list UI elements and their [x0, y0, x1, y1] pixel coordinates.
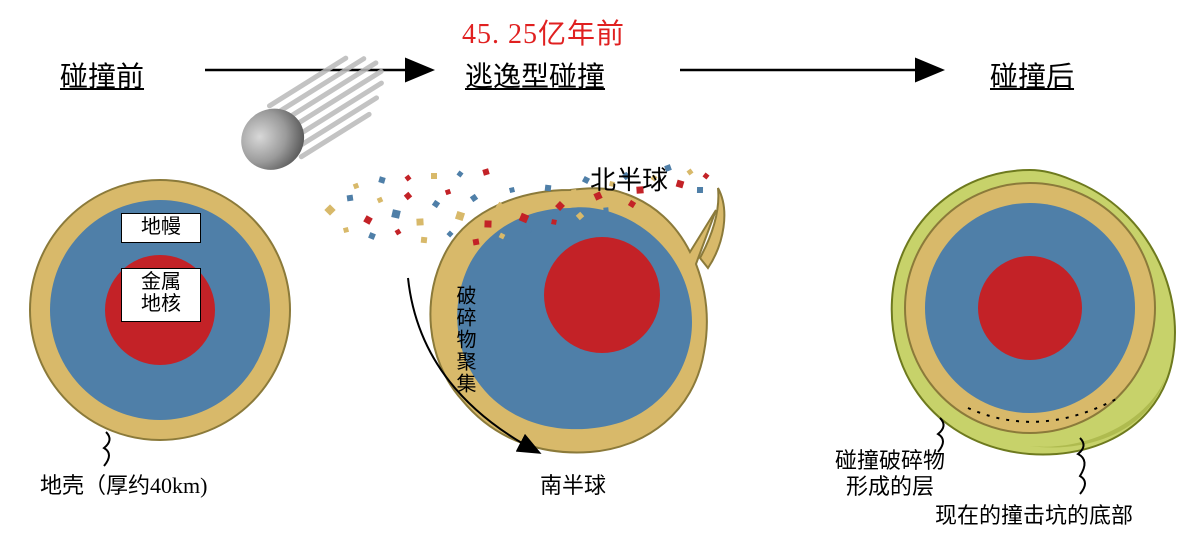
debris-layer-label: 碰撞破碎物 形成的层: [835, 448, 945, 500]
core-label-box: 金属地核: [121, 268, 201, 322]
core-label-text: 金属地核: [139, 271, 183, 315]
debris-layer-label-l2: 形成的层: [846, 474, 934, 499]
north-hemi-label: 北半球: [590, 160, 668, 197]
stage-before-label: 碰撞前: [60, 55, 144, 95]
title-age: 45. 25亿年前: [462, 12, 625, 52]
south-hemi-label: 南半球: [540, 468, 606, 500]
planet-after: [892, 170, 1175, 494]
stage-after-label: 碰撞后: [990, 55, 1074, 95]
debris-accumulate-label: 破碎物聚集: [450, 285, 479, 415]
impactor: [230, 46, 397, 182]
stage-during-label: 逃逸型碰撞: [465, 55, 605, 95]
crust-label: 地壳（厚约40km): [40, 468, 207, 500]
crater-floor-label: 现在的撞击坑的底部: [935, 498, 1133, 530]
mantle-label-box: 地幔: [121, 213, 201, 243]
debris-layer-label-l1: 碰撞破碎物: [835, 448, 945, 473]
